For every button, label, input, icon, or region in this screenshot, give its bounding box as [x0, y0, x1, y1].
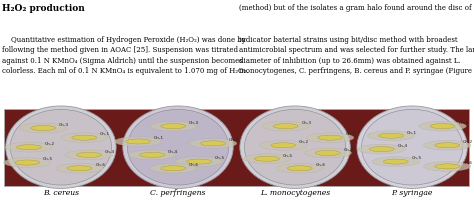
- Ellipse shape: [424, 140, 471, 150]
- Text: indicator baterial strains using bit/disc method with broadest
antimicrobial spe: indicator baterial strains using bit/dis…: [239, 36, 474, 75]
- Ellipse shape: [260, 140, 307, 150]
- Text: P. syringae: P. syringae: [392, 189, 433, 197]
- Text: Ch-6: Ch-6: [463, 161, 473, 165]
- Ellipse shape: [15, 160, 40, 165]
- Text: Ch-3: Ch-3: [189, 121, 199, 125]
- Text: Ch-6: Ch-6: [95, 163, 106, 167]
- Text: Ch-4: Ch-4: [344, 148, 354, 152]
- Ellipse shape: [255, 156, 280, 161]
- Ellipse shape: [243, 154, 291, 164]
- Text: Ch-1: Ch-1: [346, 132, 356, 137]
- Ellipse shape: [357, 106, 467, 188]
- Ellipse shape: [201, 141, 226, 146]
- Ellipse shape: [126, 139, 151, 144]
- Ellipse shape: [190, 139, 237, 148]
- Ellipse shape: [19, 123, 67, 133]
- Ellipse shape: [150, 163, 197, 173]
- Text: Ch-5: Ch-5: [215, 156, 225, 160]
- Ellipse shape: [240, 106, 350, 188]
- Text: Ch-4: Ch-4: [397, 144, 408, 148]
- Text: C. perfringens: C. perfringens: [150, 189, 206, 197]
- Text: Ch-2: Ch-2: [229, 138, 239, 142]
- Text: Ch-3: Ch-3: [458, 121, 468, 125]
- Ellipse shape: [123, 106, 233, 188]
- Text: Ch-2: Ch-2: [45, 142, 55, 146]
- Ellipse shape: [140, 152, 164, 157]
- Ellipse shape: [76, 152, 101, 157]
- Ellipse shape: [128, 109, 228, 185]
- Ellipse shape: [276, 163, 323, 173]
- Ellipse shape: [383, 159, 408, 164]
- Ellipse shape: [372, 157, 419, 166]
- Ellipse shape: [435, 143, 460, 148]
- Ellipse shape: [419, 121, 466, 131]
- Ellipse shape: [6, 142, 53, 152]
- Text: Ch-2: Ch-2: [299, 140, 309, 144]
- Text: Quantitative estimation of Hydrogen Peroxide (H₂O₂) was done by
following the me: Quantitative estimation of Hydrogen Pero…: [2, 36, 249, 75]
- Text: Ch-3: Ch-3: [301, 121, 311, 125]
- Ellipse shape: [61, 133, 108, 143]
- Ellipse shape: [31, 125, 55, 131]
- Text: Ch-6: Ch-6: [316, 163, 326, 167]
- Ellipse shape: [17, 145, 42, 150]
- Text: Ch-4: Ch-4: [168, 150, 178, 154]
- Ellipse shape: [10, 109, 111, 185]
- Ellipse shape: [271, 143, 296, 148]
- Text: L. monocytogenes: L. monocytogenes: [260, 189, 330, 197]
- Ellipse shape: [315, 150, 340, 156]
- Text: Ch-5: Ch-5: [43, 157, 53, 161]
- Ellipse shape: [430, 124, 455, 129]
- Ellipse shape: [369, 147, 394, 152]
- Ellipse shape: [273, 124, 298, 129]
- Ellipse shape: [72, 135, 97, 140]
- Ellipse shape: [287, 166, 312, 171]
- Text: Ch-6: Ch-6: [189, 163, 199, 167]
- Ellipse shape: [128, 150, 176, 160]
- Text: Ch-1: Ch-1: [407, 131, 417, 135]
- Text: Ch-5: Ch-5: [283, 153, 293, 158]
- Ellipse shape: [161, 124, 186, 129]
- Ellipse shape: [358, 144, 405, 154]
- Ellipse shape: [318, 135, 343, 140]
- Text: Ch-5: Ch-5: [411, 156, 422, 160]
- Ellipse shape: [56, 163, 103, 173]
- Text: B. cereus: B. cereus: [43, 189, 79, 197]
- Ellipse shape: [262, 121, 310, 131]
- Ellipse shape: [161, 166, 186, 171]
- Ellipse shape: [115, 137, 162, 146]
- Text: (method) but of the isolates a gram halo found around the disc of: (method) but of the isolates a gram halo…: [239, 4, 472, 12]
- Ellipse shape: [4, 158, 51, 167]
- Text: Ch-4: Ch-4: [105, 150, 115, 154]
- Ellipse shape: [67, 166, 92, 171]
- FancyBboxPatch shape: [4, 109, 469, 186]
- Text: Ch-3: Ch-3: [59, 123, 69, 127]
- Ellipse shape: [187, 159, 211, 164]
- Ellipse shape: [435, 164, 460, 169]
- Ellipse shape: [424, 162, 471, 171]
- Ellipse shape: [307, 133, 354, 143]
- Ellipse shape: [65, 150, 113, 160]
- Ellipse shape: [362, 109, 463, 185]
- Ellipse shape: [367, 131, 415, 140]
- Text: Ch-2: Ch-2: [463, 140, 473, 144]
- Text: Ch-1: Ch-1: [100, 132, 110, 137]
- Ellipse shape: [150, 121, 197, 131]
- Ellipse shape: [245, 109, 346, 185]
- Ellipse shape: [175, 157, 223, 166]
- Ellipse shape: [379, 133, 403, 138]
- Text: H₂O₂ production: H₂O₂ production: [2, 4, 85, 13]
- Ellipse shape: [304, 148, 351, 158]
- Text: Ch-1: Ch-1: [154, 136, 164, 140]
- Ellipse shape: [6, 106, 116, 188]
